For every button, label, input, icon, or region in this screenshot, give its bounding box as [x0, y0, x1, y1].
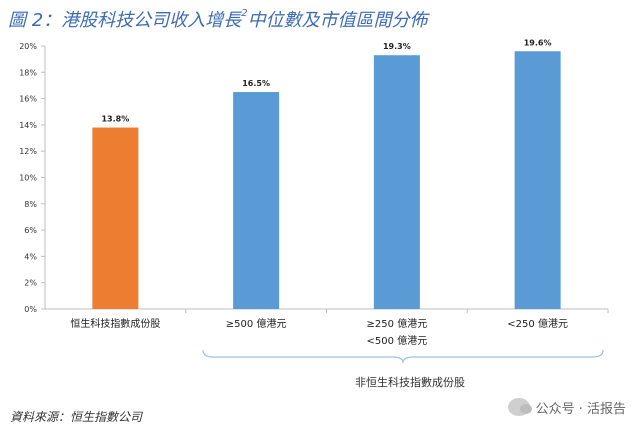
- x-tick-label: ≥500 億港元: [226, 317, 287, 330]
- y-tick-label: 2%: [24, 279, 37, 288]
- x-tick-label: 恒生科技指數成份股: [70, 317, 160, 330]
- y-tick-label: 0%: [24, 305, 37, 314]
- bar-chart: 0% 2% 4% 6% 8% 10% 12% 14% 16% 18% 20% 13.8% 恒生科技指數成…: [19, 38, 609, 364]
- chart-title-superscript: 2: [241, 8, 248, 19]
- y-tick-label: 18%: [19, 68, 37, 77]
- y-tick-label: 10%: [19, 174, 37, 183]
- x-tick-label: <250 億港元: [507, 317, 568, 330]
- y-tick-label: 20%: [19, 42, 37, 51]
- source-note: 資料來源：恒生指數公司: [10, 410, 143, 424]
- data-label: 13.8%: [101, 115, 129, 124]
- data-label: 19.3%: [383, 42, 411, 51]
- bar: [233, 92, 280, 310]
- watermark: 公众号 · 活报告: [507, 396, 626, 418]
- watermark-text: 公众号 · 活报告: [535, 401, 626, 417]
- group-bracket: [202, 349, 604, 364]
- y-tick-label: 4%: [24, 252, 37, 261]
- y-tick-label: 16%: [19, 95, 37, 104]
- y-tick-label: 8%: [24, 200, 37, 209]
- x-tick-label: ≥250 億港元: [367, 317, 428, 330]
- bar: [92, 127, 139, 309]
- chart-title-suffix: 中位數及市值區間分佈: [247, 10, 428, 31]
- bar: [514, 51, 561, 309]
- chart-title-main: 圖 2：港股科技公司收入增長: [8, 10, 242, 31]
- bracket-label: 非恒生科技指數成份股: [355, 376, 465, 389]
- bar: [373, 55, 420, 309]
- data-label: 16.5%: [242, 79, 270, 88]
- x-tick-label: <500 億港元: [367, 334, 428, 347]
- data-label: 19.6%: [524, 38, 552, 47]
- chart-title: 圖 2：港股科技公司收入增長2中位數及市值區間分佈: [8, 6, 633, 32]
- y-tick-label: 12%: [19, 147, 37, 156]
- wechat-icon: [507, 398, 532, 416]
- y-tick-label: 6%: [24, 226, 37, 235]
- y-tick-label: 14%: [19, 121, 37, 130]
